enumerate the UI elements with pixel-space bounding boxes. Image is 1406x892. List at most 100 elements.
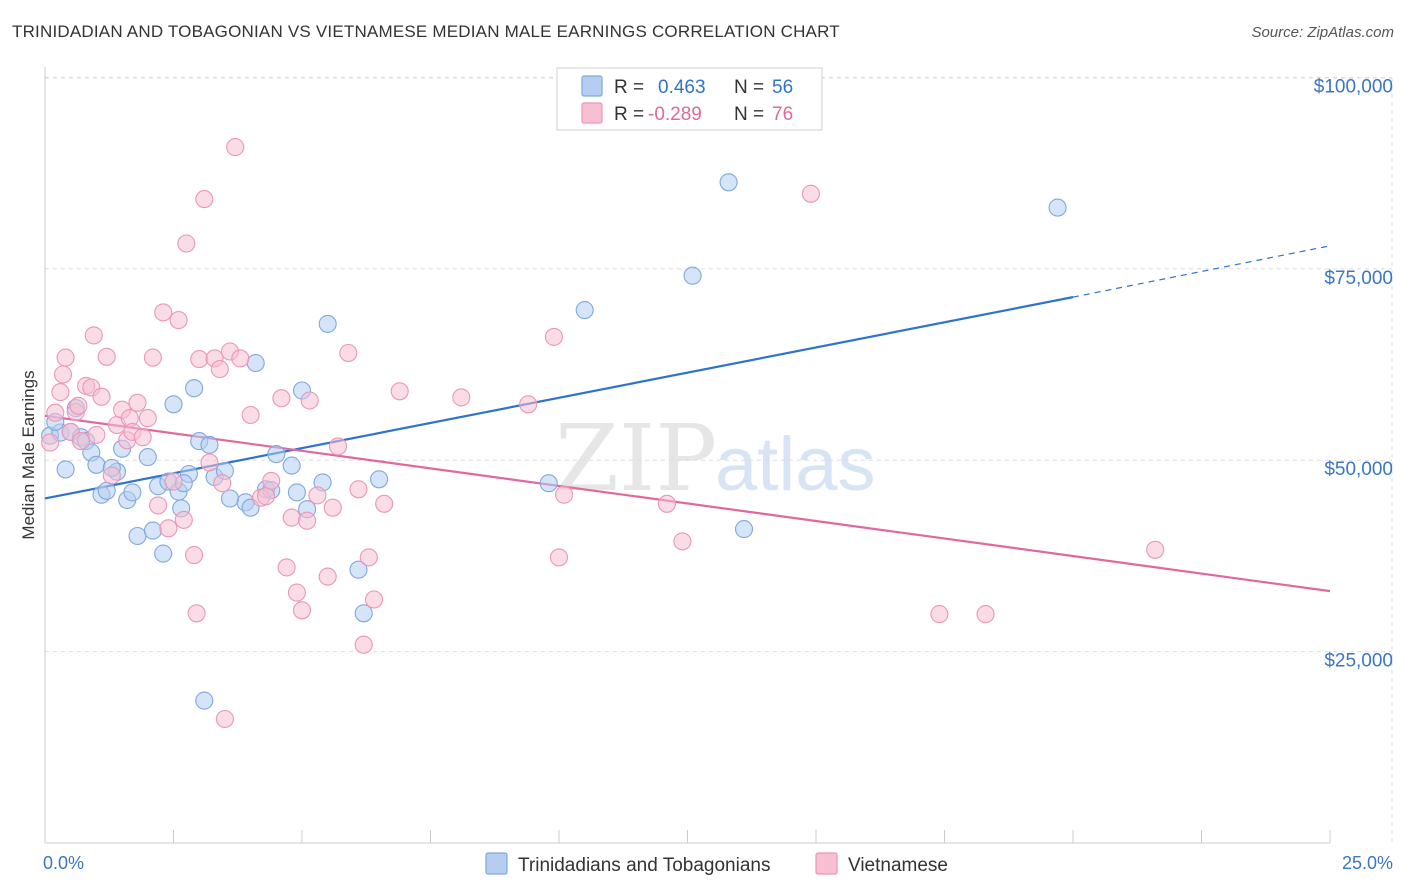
y-axis-title: Median Male Earnings: [19, 370, 38, 539]
tick-labels: $25,000 $50,000 $75,000 $100,000 0.0% 25.0%: [43, 76, 1393, 873]
legend-swatch-vietnamese: [815, 852, 838, 875]
point-blue-32: [246, 353, 265, 373]
point-pink-2: [51, 383, 70, 402]
point-pink-76: [1146, 540, 1165, 559]
chart-title: TRINIDADIAN AND TOBAGONIAN VS VIETNAMESE…: [12, 22, 840, 41]
series-legend: Trinidadians and Tobagonians Vietnamese: [485, 852, 948, 876]
point-blue-16: [143, 521, 162, 540]
point-pink-40: [215, 709, 234, 729]
point-pink-64: [375, 494, 394, 513]
pink-r-label: R =: [614, 104, 644, 125]
pink-n-label: N =: [734, 104, 764, 125]
blue-n-label: N =: [734, 77, 764, 98]
point-pink-53: [298, 511, 317, 530]
point-blue-42: [349, 560, 368, 579]
point-pink-68: [544, 327, 563, 346]
data-points: [41, 138, 1165, 729]
point-pink-67: [519, 395, 538, 414]
point-pink-35: [195, 190, 214, 209]
point-blue-45: [539, 474, 558, 493]
point-blue-15: [138, 448, 157, 467]
point-pink-43: [231, 349, 250, 368]
point-pink-13: [92, 387, 111, 406]
blue-swatch: [581, 75, 603, 97]
point-pink-36: [200, 453, 219, 472]
point-pink-34: [190, 350, 209, 369]
y-tick-label-1: $50,000: [1324, 459, 1393, 480]
stats-legend: R = 0.463 N = 56 R = -0.289 N = 76: [556, 67, 823, 131]
point-blue-35: [267, 445, 286, 464]
y-tick-label-3: $100,000: [1314, 76, 1393, 97]
point-pink-21: [128, 393, 147, 412]
point-pink-48: [272, 389, 291, 408]
point-pink-73: [801, 184, 820, 203]
watermark-zip: ZIP: [555, 405, 717, 512]
x-tick-label-1: 25.0%: [1342, 853, 1393, 873]
point-blue-43: [354, 604, 373, 623]
legend-label-vietnamese: Vietnamese: [848, 855, 948, 876]
legend-label-trinidadians: Trinidadians and Tobagonians: [518, 855, 770, 876]
point-blue-48: [719, 173, 738, 192]
y-tick-label-2: $75,000: [1324, 268, 1393, 289]
point-pink-1: [46, 403, 65, 422]
point-pink-75: [976, 605, 995, 624]
point-blue-37: [287, 483, 306, 502]
point-pink-62: [359, 548, 378, 567]
point-pink-27: [159, 519, 178, 538]
point-blue-47: [683, 266, 702, 285]
point-blue-49: [734, 520, 754, 539]
y-tick-label-0: $25,000: [1324, 651, 1393, 672]
point-pink-56: [318, 567, 337, 586]
point-pink-22: [133, 428, 152, 447]
point-pink-32: [185, 546, 204, 565]
point-pink-61: [354, 635, 373, 654]
point-blue-41: [318, 314, 337, 333]
point-pink-8: [71, 432, 91, 451]
point-pink-29: [169, 311, 188, 330]
point-pink-38: [210, 360, 229, 379]
point-blue-14: [128, 526, 147, 546]
pink-swatch: [581, 102, 603, 124]
point-blue-24: [185, 379, 204, 398]
point-pink-63: [364, 590, 384, 609]
point-pink-4: [56, 348, 75, 367]
point-pink-49: [277, 558, 296, 577]
point-blue-7: [87, 455, 106, 474]
point-pink-74: [930, 605, 949, 624]
point-blue-26: [195, 691, 214, 710]
point-pink-70: [555, 485, 574, 504]
x-tick-label-0: 0.0%: [43, 853, 84, 873]
point-blue-2: [56, 460, 75, 479]
point-pink-25: [149, 496, 168, 515]
point-pink-30: [174, 510, 193, 529]
point-pink-15: [102, 466, 121, 485]
legend-swatch-trinidadians: [485, 852, 508, 875]
point-pink-28: [164, 472, 183, 491]
point-pink-14: [97, 347, 116, 366]
point-pink-44: [241, 405, 260, 425]
point-pink-11: [84, 326, 103, 345]
point-blue-55: [220, 489, 240, 508]
point-pink-47: [262, 471, 281, 490]
point-pink-31: [177, 234, 196, 253]
pink-n-value: 76: [772, 104, 793, 125]
point-pink-65: [390, 382, 409, 401]
grid-lines: [45, 76, 1393, 843]
point-pink-50: [282, 508, 301, 527]
point-pink-7: [69, 396, 88, 415]
point-blue-13: [123, 483, 142, 502]
blue-r-value: 0.463: [658, 77, 706, 98]
point-pink-3: [53, 365, 73, 384]
axes: [44, 67, 1331, 844]
source-credit: Source: ZipAtlas.com: [1251, 24, 1394, 41]
trend-line-extension-blue: [1072, 245, 1331, 298]
point-pink-69: [549, 548, 569, 567]
pink-r-value: -0.289: [648, 104, 702, 125]
stats-legend-row-pink: R = -0.289 N = 76: [581, 102, 793, 125]
blue-r-label: R =: [614, 77, 644, 98]
point-pink-52: [292, 601, 312, 620]
watermark-atlas: atlas: [715, 422, 876, 507]
point-pink-60: [349, 480, 368, 499]
point-blue-46: [575, 301, 594, 320]
